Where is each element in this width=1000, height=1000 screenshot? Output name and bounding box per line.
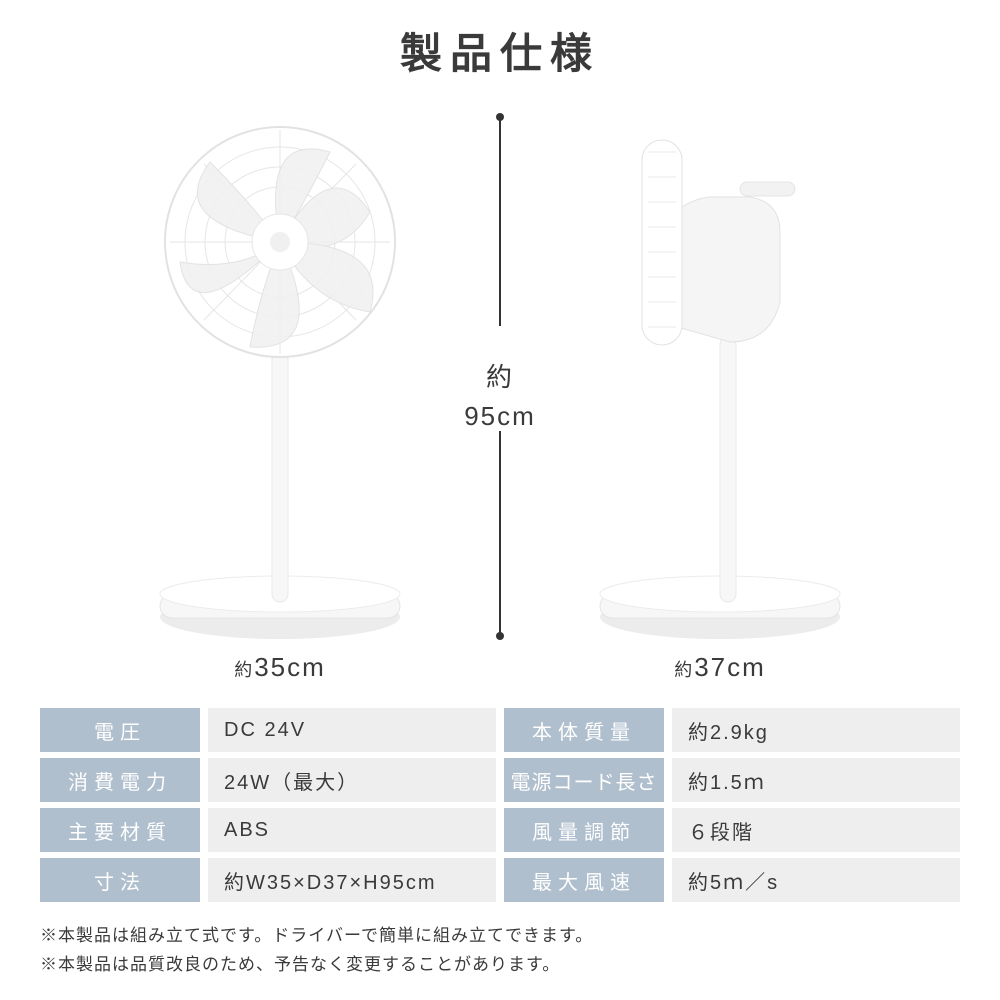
diagram-area: 約35cm 約 95cm <box>40 111 960 683</box>
width-front-label: 約35cm <box>234 652 326 683</box>
page-title: 製品仕様 <box>40 20 960 81</box>
spec-value: 約1.5ｍ <box>672 758 960 802</box>
spec-table: 電圧 DC 24V 本体質量 約2.9kg 消費電力 24W（最大） 電源コード… <box>40 708 960 902</box>
spec-label: 主要材質 <box>40 808 200 852</box>
spec-value: 約2.9kg <box>672 708 960 752</box>
spec-value: 24W（最大） <box>208 758 496 802</box>
spec-label: 本体質量 <box>504 708 664 752</box>
height-indicator: 約 95cm <box>430 111 570 683</box>
fan-front-illustration <box>130 122 430 642</box>
note-line: ※本製品は品質改良のため、予告なく変更することがあります。 <box>40 951 960 980</box>
spec-label: 最大風速 <box>504 858 664 902</box>
disclaimer-notes: ※本製品は組み立て式です。ドライバーで簡単に組み立てできます。 ※本製品は品質改… <box>40 922 960 980</box>
fan-front-panel: 約35cm <box>130 111 430 683</box>
note-line: ※本製品は組み立て式です。ドライバーで簡単に組み立てできます。 <box>40 922 960 951</box>
spec-label: 消費電力 <box>40 758 200 802</box>
spec-value: ABS <box>208 808 496 852</box>
spec-label: 風量調節 <box>504 808 664 852</box>
spec-value: DC 24V <box>208 708 496 752</box>
spec-value: ６段階 <box>672 808 960 852</box>
spec-label: 寸法 <box>40 858 200 902</box>
spec-value: 約W35×D37×H95cm <box>208 858 496 902</box>
fan-side-illustration <box>570 122 870 642</box>
fan-side-panel: 約37cm <box>570 111 870 683</box>
spec-label: 電源コード長さ <box>504 758 664 802</box>
width-side-label: 約37cm <box>674 652 766 683</box>
spec-value: 約5ｍ／s <box>672 858 960 902</box>
spec-sheet: 製品仕様 <box>0 0 1000 1000</box>
spec-label: 電圧 <box>40 708 200 752</box>
